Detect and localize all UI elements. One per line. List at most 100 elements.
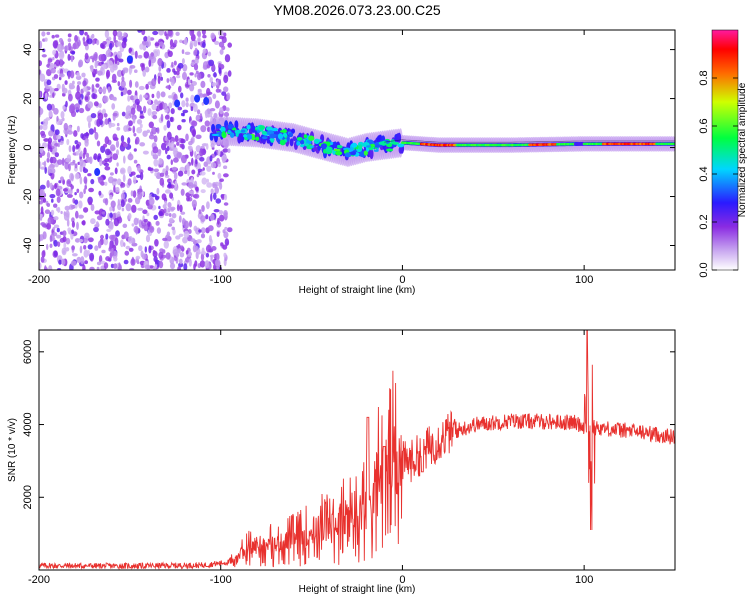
spectrogram-noise-blob	[205, 214, 209, 220]
spectrogram-noise-blob	[199, 171, 206, 176]
spectrogram-noise-blob	[56, 115, 59, 122]
spectrogram-noise-blob	[103, 113, 108, 118]
spectrogram-noise-blob	[179, 252, 185, 258]
spectrogram-noise-blob	[110, 248, 115, 257]
spectrogram-noise-blob	[193, 49, 198, 56]
colorbar-tick-label: 0.0	[698, 262, 710, 277]
spectrogram-noise-blob	[141, 30, 146, 36]
spectrogram-noise-blob	[123, 259, 129, 265]
spectrogram-noise-blob	[202, 34, 207, 39]
colorbar-tick-label: 0.4	[698, 166, 710, 181]
spectrogram-noise-blob	[109, 172, 114, 176]
spectrogram-noise-blob	[70, 173, 74, 182]
spectrogram-noise-blob	[111, 73, 117, 82]
spectrogram-noise-blob	[155, 220, 160, 226]
spectrogram-noise-blob	[67, 71, 71, 80]
spectrogram-noise-blob	[68, 145, 72, 153]
spectrogram-noise-blob	[45, 117, 51, 121]
spectrogram-noise-blob	[130, 171, 136, 176]
spectrogram-noise-blob	[127, 165, 132, 175]
spectrogram-trend-core	[373, 149, 379, 152]
spectrogram-noise-blob	[49, 243, 53, 248]
spectrogram-noise-blob	[85, 152, 90, 158]
colorbar-ticks: 0.0 0.2 0.4 0.6 0.8	[698, 70, 738, 278]
spectrogram-noise-blob	[210, 193, 213, 202]
spectrogram-noise-blob	[75, 91, 82, 100]
spectrogram-noise-blob	[93, 101, 99, 107]
spectrogram-noise-blob	[199, 93, 204, 98]
spectrogram-noise-blob	[181, 49, 185, 54]
spectrogram-noise-blob	[181, 182, 187, 186]
spectrogram-noise-blob	[135, 136, 140, 145]
spectrogram-noise-blob	[142, 69, 146, 77]
spectrogram-noise-blob	[125, 245, 131, 250]
spectrogram-noise-blob	[114, 167, 118, 175]
spectrogram-noise-blob	[116, 41, 122, 47]
spectrogram-noise-blob	[165, 165, 169, 173]
spectrogram-noise-blob	[82, 86, 88, 92]
spectrogram-noise-blob	[159, 41, 164, 47]
spectrogram-trend-edge	[384, 139, 675, 143]
spectrogram-noise-blob	[57, 138, 61, 143]
spectrogram-noise-blob	[97, 112, 104, 121]
spectrogram-noise-blob	[116, 178, 122, 186]
snr-series-line	[39, 330, 675, 570]
spectrogram-noise-blob	[39, 234, 42, 242]
colorbar-tick-label: 0.2	[698, 214, 710, 229]
spectrogram-noise-blob	[98, 54, 105, 62]
spectrogram-noise-blob	[93, 153, 98, 161]
spectrogram-noise-blob	[145, 234, 151, 243]
spectrogram-noise-blob	[214, 100, 220, 109]
spectrogram-noise-blob	[104, 181, 108, 186]
spectrogram-noise-blob	[42, 123, 48, 131]
spectrogram-noise-blob	[57, 206, 61, 213]
spectrogram-noise-blob	[193, 263, 196, 270]
spectrogram-noise-blob	[152, 154, 159, 160]
spectrogram-noise-blob	[96, 140, 101, 147]
spectrogram-noise-blob	[148, 245, 152, 254]
spectrogram-noise-blob	[196, 30, 201, 37]
spectrogram-noise-blob	[66, 138, 70, 146]
spectrogram-noise-blob	[83, 176, 88, 184]
spectrogram-noise-blob	[180, 245, 184, 250]
spectrogram-noise-blob	[146, 212, 150, 217]
spectrogram-trend-band	[369, 148, 374, 160]
spectrogram-noise-blob	[195, 227, 201, 235]
spectrogram-noise-blob	[120, 199, 125, 208]
spectrogram-noise-blob	[133, 148, 137, 152]
spectrogram-noise-blob	[96, 215, 103, 221]
colorbar-label: Normalized spectral amplitude	[737, 82, 748, 217]
spectrogram-noise-blob	[148, 121, 154, 129]
spectrogram-noise-blob	[168, 102, 173, 109]
spectrogram-y-axis: -40 -20 0 20 40	[22, 43, 675, 253]
spectrogram-noise-blob	[206, 64, 210, 69]
spectrogram-noise-blob	[120, 135, 125, 143]
spectrogram-noise-blob	[75, 143, 80, 149]
spectrogram-noise-blob	[62, 105, 66, 110]
spectrogram-noise-blob	[139, 142, 146, 147]
snr-y-label: SNR (10 * v/v)	[7, 418, 18, 482]
spectrogram-noise-blob	[160, 91, 166, 98]
spectrogram-trend-core	[279, 139, 286, 146]
spectrogram-noise-blob	[142, 209, 148, 214]
spectrogram-trend-core	[215, 123, 222, 129]
spectrogram-noise-blob	[46, 79, 52, 86]
spectrogram-noise-blob	[72, 145, 76, 153]
spectrogram-noise-blob	[71, 185, 74, 190]
spectrogram-noise-blob	[186, 196, 190, 202]
spectrogram-noise-blob	[87, 101, 94, 109]
spectrogram-noise-blob	[210, 188, 214, 195]
colorbar: 0.0 0.2 0.4 0.6 0.8 Normalized spectral ampl…	[698, 29, 748, 278]
spectrogram-noise-blob	[69, 103, 76, 112]
spectrogram-noise-blob	[123, 125, 128, 132]
spectrogram-noise-blob	[201, 177, 208, 185]
spectrogram-noise-blob	[174, 39, 178, 45]
spectrogram-noise-blob	[74, 163, 78, 169]
spectrogram-noise-blob	[68, 163, 71, 172]
spectrogram-noise-blob	[205, 252, 210, 258]
spectrogram-noise-blob	[136, 165, 141, 172]
spectrogram-noise-blob	[148, 197, 155, 206]
spectrogram-trend-core	[306, 145, 311, 150]
spectrogram-noise-blob	[175, 235, 181, 240]
spectrogram-noise-blob	[109, 42, 113, 50]
